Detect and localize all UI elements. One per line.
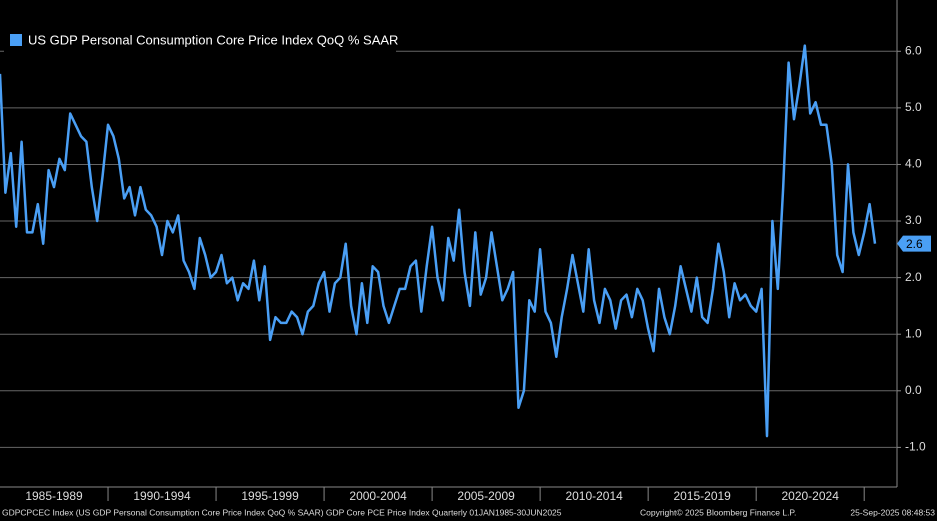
x-tick-label: 1990-1994 <box>133 489 191 503</box>
footer-copyright: Copyright© 2025 Bloomberg Finance L.P. <box>640 507 796 517</box>
y-tick-label: 6.0 <box>905 43 922 57</box>
y-tick-label: 2.0 <box>905 270 922 284</box>
legend-box <box>4 30 396 52</box>
x-tick-label: 2010-2014 <box>565 489 623 503</box>
y-tick-label: 5.0 <box>905 100 922 114</box>
x-tick-label: 2020-2024 <box>781 489 839 503</box>
footer-timestamp: 25-Sep-2025 08:48:53 <box>850 507 935 517</box>
x-tick-label: 2000-2004 <box>349 489 407 503</box>
legend-swatch <box>10 34 22 46</box>
data-line <box>0 44 877 438</box>
last-value-tag <box>897 235 931 252</box>
y-tick-label: 0.0 <box>905 383 922 397</box>
legend-label: US GDP Personal Consumption Core Price I… <box>28 32 398 47</box>
x-tick-label: 2005-2009 <box>457 489 515 503</box>
x-tick-label: 1985-1989 <box>25 489 83 503</box>
footer-source: GDPCPCEC Index (US GDP Personal Consumpt… <box>2 507 562 517</box>
y-tick-label: 3.0 <box>905 213 922 227</box>
x-tick-label: 2015-2019 <box>673 489 731 503</box>
x-tick-label: 1995-1999 <box>241 489 299 503</box>
last-value-label: 2.6 <box>906 237 923 251</box>
y-tick-label: 1.0 <box>905 326 922 340</box>
y-tick-label: 4.0 <box>905 157 922 171</box>
y-tick-label: -1.0 <box>905 440 926 454</box>
